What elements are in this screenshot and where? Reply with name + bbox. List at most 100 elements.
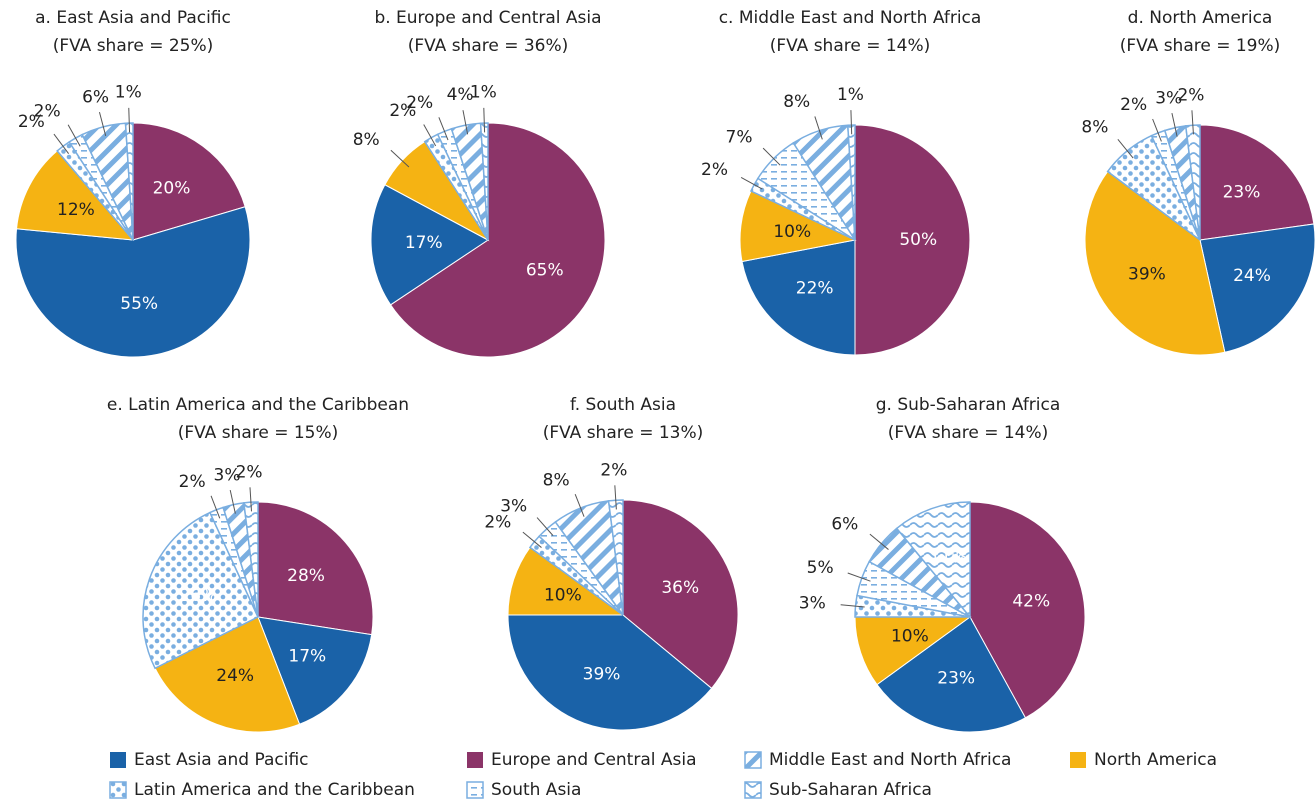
value-label: 10% bbox=[773, 222, 811, 242]
pie-slice bbox=[389, 122, 606, 358]
pie-slice bbox=[876, 616, 1027, 733]
value-label: 26% bbox=[179, 586, 217, 606]
pie-slice bbox=[15, 206, 251, 358]
legend-swatch bbox=[109, 781, 127, 799]
pie-slice bbox=[15, 150, 135, 241]
value-label: 1% bbox=[115, 83, 142, 103]
chart-title: d. North America bbox=[1128, 8, 1273, 28]
legend-label: Middle East and North Africa bbox=[769, 750, 1011, 770]
leader-line bbox=[1152, 118, 1162, 142]
pie-slice bbox=[507, 614, 713, 731]
leader-line bbox=[462, 110, 469, 135]
value-label: 3% bbox=[1155, 89, 1182, 109]
leader-line bbox=[840, 604, 865, 608]
value-label: 4% bbox=[447, 85, 474, 105]
value-label: 2% bbox=[236, 462, 263, 482]
leader-line bbox=[522, 531, 542, 548]
leader-line bbox=[210, 495, 221, 519]
leader-line bbox=[423, 124, 437, 147]
value-label: 2% bbox=[1120, 95, 1147, 115]
leader-line bbox=[98, 111, 107, 137]
value-label: 22% bbox=[796, 279, 834, 299]
value-label: 65% bbox=[526, 260, 564, 280]
legend-label: Latin America and the Caribbean bbox=[134, 780, 415, 800]
pie-slice bbox=[154, 616, 301, 733]
leader-line bbox=[229, 489, 236, 514]
value-label: 2% bbox=[406, 93, 433, 113]
value-label: 2% bbox=[600, 460, 627, 480]
value-label: 2% bbox=[701, 160, 728, 180]
legend-swatch bbox=[744, 751, 762, 769]
value-label: 11% bbox=[930, 547, 968, 567]
value-label: 7% bbox=[726, 128, 753, 148]
chart-title: b. Europe and Central Asia bbox=[374, 8, 601, 28]
leader-line bbox=[390, 149, 410, 168]
chart-subtitle: (FVA share = 14%) bbox=[888, 423, 1049, 443]
leader-line bbox=[614, 485, 617, 510]
pie-slice bbox=[854, 616, 972, 686]
pie-slice bbox=[370, 184, 489, 306]
pie-slice bbox=[257, 501, 374, 636]
value-label: 8% bbox=[353, 130, 380, 150]
value-label: 1% bbox=[837, 85, 864, 105]
leader-line bbox=[128, 107, 131, 133]
value-label: 3% bbox=[214, 465, 241, 485]
value-label: 23% bbox=[1223, 182, 1261, 202]
pie-slice bbox=[1084, 170, 1226, 356]
pie-slice bbox=[257, 616, 373, 725]
chart-title: f. South Asia bbox=[570, 395, 676, 415]
chart-subtitle: (FVA share = 15%) bbox=[178, 423, 339, 443]
chart-subtitle: (FVA share = 13%) bbox=[543, 423, 704, 443]
pie-slice bbox=[895, 501, 971, 620]
value-label: 1% bbox=[470, 83, 497, 103]
value-label: 23% bbox=[937, 669, 975, 689]
legend-label: North America bbox=[1094, 750, 1217, 770]
leader-line bbox=[67, 124, 81, 147]
legend-swatch bbox=[466, 781, 484, 799]
value-label: 6% bbox=[831, 515, 858, 535]
value-label: 2% bbox=[179, 472, 206, 492]
leader-line bbox=[869, 533, 889, 550]
value-label: 36% bbox=[661, 578, 699, 598]
value-label: 10% bbox=[544, 585, 582, 605]
value-label: 6% bbox=[82, 87, 109, 107]
pie-slice bbox=[741, 239, 856, 356]
value-label: 20% bbox=[153, 178, 191, 198]
value-label: 10% bbox=[891, 627, 929, 647]
legend-swatch bbox=[467, 752, 483, 768]
value-label: 24% bbox=[1233, 266, 1271, 286]
value-label: 17% bbox=[288, 647, 326, 667]
legend-label: Europe and Central Asia bbox=[491, 750, 697, 770]
leader-line bbox=[574, 493, 585, 517]
value-label: 8% bbox=[1081, 118, 1108, 138]
value-label: 39% bbox=[583, 665, 621, 685]
chart-subtitle: (FVA share = 19%) bbox=[1120, 36, 1281, 56]
pie-slice bbox=[854, 124, 971, 356]
pie-slice bbox=[1199, 223, 1316, 353]
chart-title: g. Sub-Saharan Africa bbox=[876, 395, 1061, 415]
value-label: 28% bbox=[287, 566, 325, 586]
leader-line bbox=[249, 487, 252, 512]
value-label: 3% bbox=[500, 496, 527, 516]
leader-line bbox=[53, 133, 70, 155]
chart-title: e. Latin America and the Caribbean bbox=[107, 395, 409, 415]
value-label: 17% bbox=[405, 233, 443, 253]
pie-slice bbox=[969, 501, 1086, 719]
value-label: 2% bbox=[484, 513, 511, 533]
value-label: 2% bbox=[34, 102, 61, 122]
leader-line bbox=[740, 176, 763, 190]
value-label: 8% bbox=[543, 470, 570, 490]
value-label: 24% bbox=[216, 666, 254, 686]
pie-slice bbox=[622, 499, 739, 690]
pie-slice bbox=[1199, 124, 1315, 241]
legend-swatch bbox=[110, 752, 126, 768]
value-label: 12% bbox=[57, 200, 95, 220]
pie-slice bbox=[142, 511, 259, 670]
value-label: 2% bbox=[18, 112, 45, 132]
value-label: 50% bbox=[899, 230, 937, 250]
value-label: 2% bbox=[389, 101, 416, 121]
pie-slice bbox=[739, 190, 857, 263]
value-label: 3% bbox=[799, 593, 826, 613]
leader-line bbox=[1191, 110, 1194, 135]
leader-line bbox=[1171, 113, 1178, 137]
